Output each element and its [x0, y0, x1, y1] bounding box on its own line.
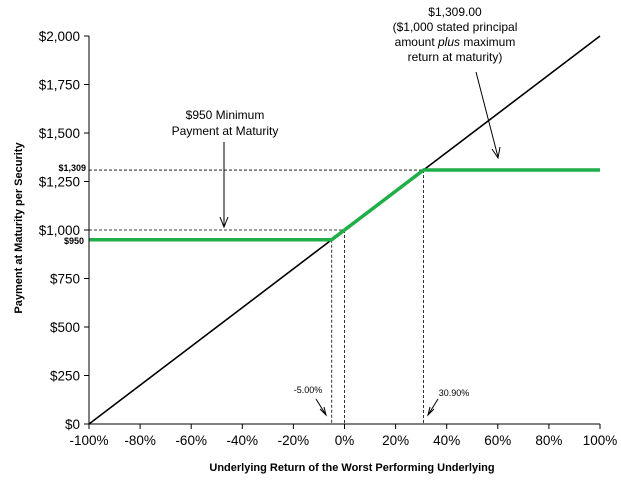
upper-threshold-arrow — [427, 398, 439, 417]
x-tick-label-0: -100% — [69, 433, 108, 448]
maximum-annotation-line-1: $1,309.00 — [428, 5, 482, 19]
maximum-annotation-emphasis: plus — [437, 35, 460, 49]
minimum-annotation-line-1: $950 Minimum — [186, 108, 265, 122]
maximum-annotation: $1,309.00 ($1,000 stated principal amoun… — [393, 5, 518, 64]
lower-threshold-label: -5.00% — [294, 385, 323, 395]
x-tick-label-4: -20% — [278, 433, 310, 448]
x-tick-label-10: 100% — [583, 433, 618, 448]
maximum-annotation-text-b: maximum — [460, 35, 515, 49]
x-axis-title: Underlying Return of the Worst Performin… — [209, 462, 494, 474]
upper-threshold-label: 30.90% — [439, 388, 470, 398]
y-tick-label-7: $1,750 — [39, 78, 80, 93]
reference-lines — [89, 169, 424, 424]
x-tick-label-1: -80% — [124, 433, 156, 448]
tick-labels: $0 $250 $500 $750 $1,000 $1,250 $1,500 $1,750 $2… — [39, 29, 618, 448]
x-tick-label-6: 20% — [382, 433, 409, 448]
x-tick-label-5: 0% — [335, 433, 355, 448]
y-tick-label-5: $1,250 — [39, 175, 80, 190]
y-marker-1309: $1,309 — [58, 163, 86, 173]
y-tick-label-1: $250 — [50, 369, 80, 384]
maximum-annotation-line-4: return at maturity) — [408, 50, 503, 64]
maximum-arrow — [475, 71, 501, 160]
lower-threshold-arrow — [315, 398, 327, 417]
x-tick-label-9: 80% — [535, 433, 562, 448]
y-tick-label-4: $1,000 — [39, 223, 80, 238]
y-tick-label-3: $750 — [50, 272, 80, 287]
y-tick-label-6: $1,500 — [39, 126, 80, 141]
maximum-annotation-text-a: amount — [395, 35, 438, 49]
x-tick-label-3: -40% — [227, 433, 259, 448]
x-tick-label-7: 40% — [433, 433, 460, 448]
x-tick-label-2: -60% — [175, 433, 207, 448]
minimum-annotation: $950 Minimum Payment at Maturity — [172, 108, 279, 138]
annotation-arrows — [219, 71, 501, 417]
y-axis-title: Payment at Maturity per Security — [13, 142, 25, 314]
axes — [84, 35, 601, 429]
maximum-annotation-line-2: ($1,000 stated principal — [393, 20, 518, 34]
series-line-1 — [89, 168, 600, 242]
y-marker-950: $950 — [64, 236, 84, 246]
maximum-annotation-line-3: amount plus maximum — [395, 35, 516, 49]
series-lines — [88, 35, 601, 425]
minimum-arrow — [219, 142, 229, 229]
minimum-annotation-line-2: Payment at Maturity — [172, 124, 279, 138]
y-tick-label-8: $2,000 — [39, 29, 80, 44]
y-tick-label-2: $500 — [50, 320, 80, 335]
y-tick-label-0: $0 — [65, 417, 80, 432]
x-tick-label-8: 60% — [484, 433, 511, 448]
